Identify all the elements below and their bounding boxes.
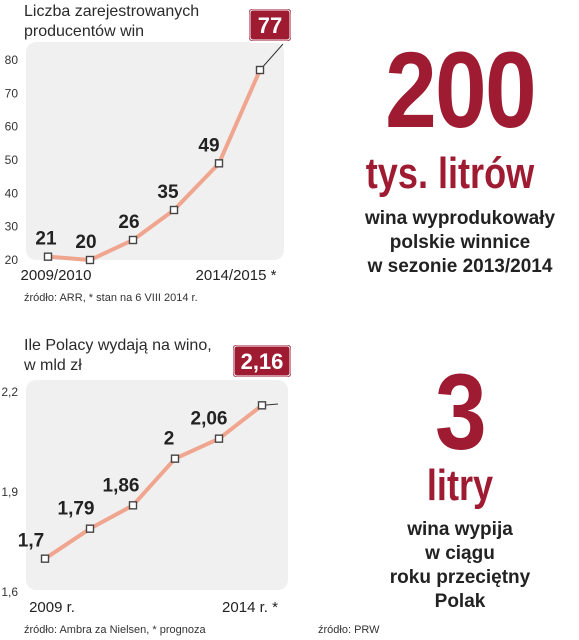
chart1-y-tick-0: 20 — [5, 253, 19, 267]
chart1-x-label-1: 2014/2015 * — [196, 267, 277, 284]
chart1-value-label-0: 21 — [35, 229, 57, 250]
chart1-x-label-0: 2009/2010 — [21, 267, 92, 284]
chart2-y-tick-0: 1,6 — [1, 585, 18, 599]
chart1-y-tick-2: 40 — [5, 186, 19, 200]
chart2-title: Ile Polacy wydają na wino, w mld zł — [24, 337, 212, 374]
chart1-point-1 — [85, 255, 95, 265]
chart1-source: źródło: ARR, * stan na 6 VIII 2014 r. — [24, 292, 198, 304]
chart2-point-4 — [214, 434, 224, 443]
chart2-source: źródło: Ambra za Nielsen, * prognoza — [24, 624, 206, 636]
chart1-panel — [26, 42, 284, 260]
fact2-source: źródło: PRW — [318, 624, 380, 636]
chart2-callout-label: 2,16 — [241, 349, 284, 374]
chart1-value-label-2: 26 — [118, 212, 139, 233]
chart1-y-tick-3: 50 — [5, 153, 19, 167]
chart1-value-label-3: 35 — [157, 182, 179, 203]
chart2-y-tick-2: 2,2 — [1, 385, 18, 399]
chart1-point-2 — [128, 235, 138, 245]
chart1-y-tick-6: 80 — [5, 53, 19, 67]
chart1-value-label-4: 49 — [198, 135, 219, 156]
chart2-y-tick-1: 1,9 — [1, 485, 18, 499]
chart1-value-label-1: 20 — [75, 232, 96, 253]
chart2-callout-border — [233, 345, 291, 377]
chart1-svg: 20 30 40 50 60 70 80 21 20 26 35 49 77 2009/2010 2014/… — [5, 7, 293, 284]
chart2-point-5 — [257, 401, 267, 410]
fact1-unit: tys. litrów — [365, 149, 535, 198]
chart2-callout-box — [231, 343, 293, 379]
chart2-x-label-0: 2009 r. — [29, 599, 75, 616]
chart2-svg: 1,6 1,9 2,2 1,7 1,79 1,86 2 2,06 2,16 2009 r. 2014… — [1, 343, 293, 616]
chart1-callout-leader — [259, 43, 284, 71]
chart1-series-line — [47, 69, 262, 262]
chart2-point-2 — [128, 501, 138, 510]
chart2-x-label-1: 2014 r. * — [222, 599, 278, 616]
chart1-callout-border — [249, 9, 291, 41]
fact2-description: wina wypija w ciągu roku przeciętny Pola… — [389, 519, 531, 612]
fact2-number: 3 — [435, 351, 487, 472]
chart2-point-0 — [40, 554, 50, 563]
fact1-number: 200 — [385, 29, 537, 150]
chart2-series-line — [43, 403, 264, 561]
chart2-panel — [26, 380, 288, 590]
chart1-point-0 — [43, 252, 53, 261]
chart1-callout-box — [247, 7, 293, 43]
fact2-unit: litry — [426, 461, 494, 510]
chart2-value-label-1: 1,79 — [58, 499, 95, 520]
chart2-point-1 — [85, 524, 95, 533]
chart2-value-label-0: 1,7 — [18, 531, 44, 552]
chart2-point-3 — [170, 454, 180, 463]
chart1-point-3 — [169, 205, 179, 215]
chart1-title: Liczba zarejestrowanych producentów win — [24, 3, 200, 40]
chart1-y-tick-5: 70 — [5, 86, 19, 100]
chart1-y-tick-1: 30 — [5, 220, 19, 234]
chart2-value-label-4: 2,06 — [191, 409, 228, 430]
chart1-point-5 — [255, 65, 265, 75]
chart1-y-tick-4: 60 — [5, 120, 19, 134]
chart2-value-label-3: 2 — [164, 429, 175, 450]
chart1-callout-label: 77 — [258, 13, 282, 38]
chart2-value-label-2: 1,86 — [103, 475, 140, 496]
fact1-description: wina wyprodukowały polskie winnice w sez… — [364, 208, 556, 277]
chart1-point-4 — [214, 159, 224, 168]
